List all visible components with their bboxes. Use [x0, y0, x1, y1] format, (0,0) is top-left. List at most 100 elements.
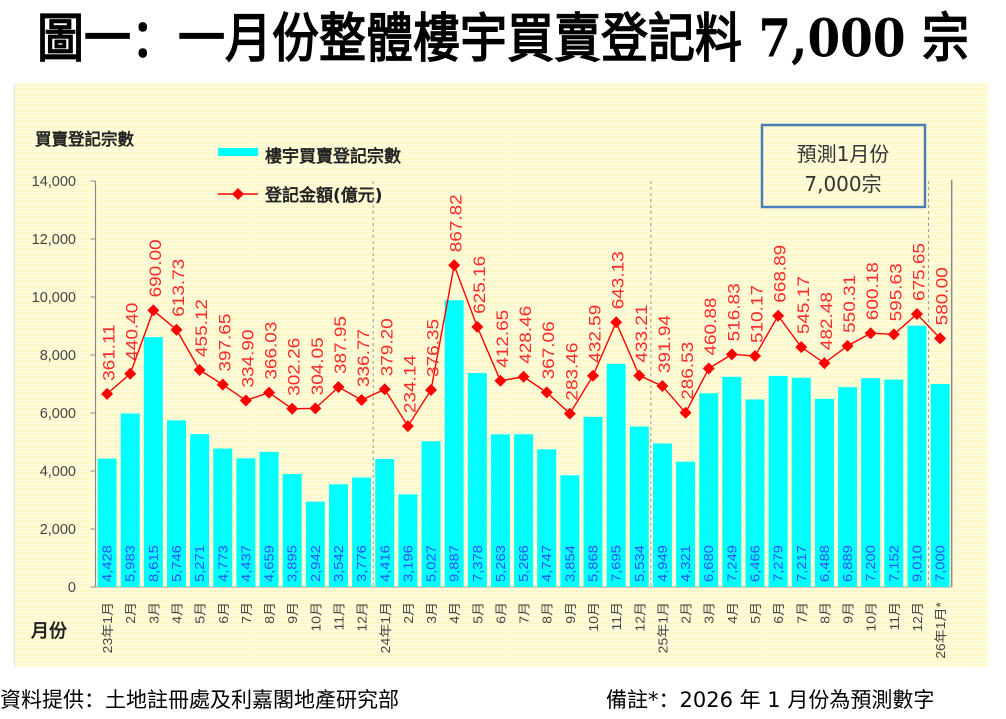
line-data-label: 397.65	[215, 313, 234, 371]
line-data-label: 643.13	[609, 251, 628, 309]
x-tick-label: 9月	[841, 602, 855, 624]
x-tick-label: 3月	[702, 602, 716, 624]
bar-data-label: 3,854	[563, 545, 577, 582]
diamond-marker	[864, 327, 877, 340]
bar-data-labels: 4,428 5,983 8,615 5,746 5,271 4,773 4,437 4,659…	[101, 545, 948, 582]
diamond-marker	[355, 394, 368, 407]
line-data-label: 668.89	[771, 245, 790, 303]
diamond-marker	[656, 380, 669, 393]
bar-data-label: 4,321	[679, 545, 693, 582]
bar-data-label: 5,027	[425, 545, 439, 582]
page-title: 圖一：一月份整體樓宇買賣登記料 7,000 宗	[37, 8, 969, 70]
diamond-marker	[471, 320, 484, 333]
x-tick-label: 4月	[726, 602, 740, 624]
bar	[190, 434, 210, 587]
diamond-marker	[332, 381, 345, 394]
bar	[467, 373, 487, 587]
diamond-marker	[425, 384, 438, 397]
bar-data-label: 2,942	[309, 545, 323, 582]
diamond-marker	[448, 259, 461, 272]
bar	[791, 377, 811, 587]
bar	[745, 399, 765, 587]
diamond-marker	[216, 378, 229, 391]
x-tick-label: 24年1月	[378, 602, 392, 653]
diamond-marker	[286, 402, 299, 415]
line-data-label: 428.46	[516, 306, 535, 364]
x-tick-label: 9月	[564, 602, 578, 624]
line-data-label: 304.05	[308, 337, 327, 395]
bar-data-label: 4,773	[216, 545, 230, 582]
diamond-marker	[517, 370, 530, 383]
x-tick-label: 3月	[425, 602, 439, 624]
bar	[490, 434, 510, 587]
bar-data-label: 7,279	[772, 545, 786, 582]
bar-data-label: 3,895	[286, 545, 300, 582]
bar	[699, 393, 719, 587]
diamond-marker	[401, 420, 414, 433]
line-data-label: 675.65	[910, 243, 929, 301]
bar	[259, 451, 279, 587]
diamond-marker	[748, 350, 761, 363]
y-tick-label: 6,000	[40, 406, 76, 422]
x-tick-label: 6月	[494, 602, 508, 624]
line-data-label: 580.00	[933, 267, 952, 325]
year-dividers	[372, 181, 930, 587]
bar	[213, 448, 233, 587]
bar-data-label: 7,249	[725, 545, 739, 582]
y-axis-title: 買賣登記宗數	[35, 129, 135, 149]
bar	[861, 378, 881, 587]
line-data-label: 432.59	[586, 305, 605, 363]
x-tick-label: 2月	[124, 602, 138, 624]
bar	[560, 475, 580, 587]
x-tick-label: 5月	[749, 602, 763, 624]
bar-data-label: 5,263	[494, 545, 508, 582]
bar-data-label: 8,615	[147, 545, 161, 582]
bar-data-label: 4,437	[239, 545, 253, 582]
diamond-marker	[378, 383, 391, 396]
x-tick-label: 6月	[216, 602, 230, 624]
line-data-label: 286.53	[678, 342, 697, 400]
line-data-label: 510.17	[748, 285, 767, 343]
line-data-label: 545.17	[794, 276, 813, 334]
bar-data-label: 9,887	[448, 545, 462, 582]
source-note: 資料提供：土地註冊處及利嘉閣地產研究部	[0, 688, 399, 712]
line-data-label: 433.21	[632, 304, 651, 362]
x-tick-label: 26年1月*	[934, 602, 948, 659]
line-data-label: 595.63	[886, 263, 905, 321]
line-markers	[101, 259, 947, 433]
y-tick-label: 0	[68, 580, 76, 596]
diamond-marker	[679, 406, 692, 419]
bar-data-label: 9,010	[910, 545, 924, 582]
bar-data-label: 7,152	[887, 545, 901, 582]
x-tick-label: 7月	[517, 602, 531, 624]
bar	[583, 416, 603, 587]
bar	[768, 375, 788, 587]
legend: 樓宇買賣登記宗數 登記金額(億元)	[218, 146, 401, 206]
bar-data-label: 6,889	[841, 545, 855, 582]
legend-line-label: 登記金額(億元)	[264, 185, 383, 206]
bar-data-label: 5,271	[193, 545, 207, 582]
bar-data-label: 4,659	[263, 545, 277, 582]
x-tick-label: 4月	[170, 602, 184, 624]
x-tick-label: 8月	[540, 602, 554, 624]
bar	[537, 449, 557, 587]
y-tick-label: 12,000	[32, 232, 76, 248]
x-tick-label: 4月	[448, 602, 462, 624]
bar-data-label: 4,428	[101, 545, 115, 582]
bar	[328, 484, 348, 587]
line-data-label: 516.83	[725, 283, 744, 341]
bar	[236, 458, 256, 587]
bar	[444, 300, 464, 587]
x-tick-label: 7月	[795, 602, 809, 624]
diamond-marker	[124, 367, 137, 380]
bar-data-label: 5,534	[633, 545, 647, 582]
bar	[838, 387, 858, 587]
diamond-marker	[610, 316, 623, 329]
legend-item-line: 登記金額(億元)	[218, 185, 383, 206]
bar	[398, 494, 418, 587]
x-tick-label: 9月	[286, 602, 300, 624]
line-data-label: 283.46	[563, 342, 582, 400]
line-data-label: 455.12	[192, 299, 211, 357]
forecast-annotation-line1: 預測1月份	[797, 142, 890, 166]
